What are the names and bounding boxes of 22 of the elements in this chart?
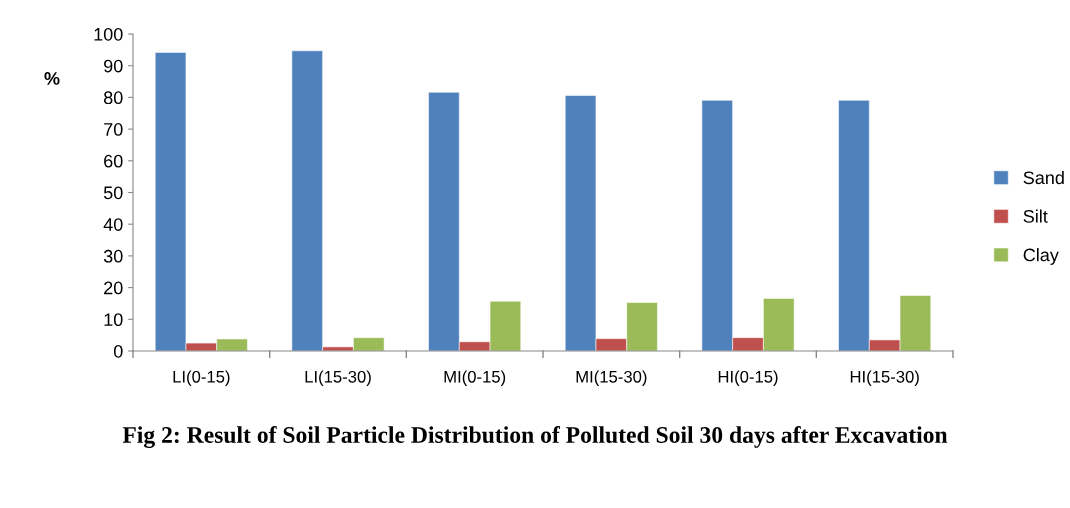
y-tick-label: 40 <box>103 218 123 231</box>
y-tick-label: 0 <box>113 344 123 358</box>
y-tick-label: 20 <box>104 281 123 295</box>
y-tick-label: 90 <box>104 59 123 73</box>
text: Fig 2: Result of Soil Particle Distribution of Polluted Soil 30 days after Excavation <box>122 426 948 448</box>
x-tick-label: HI(0-15) <box>718 370 778 386</box>
y-tick-label: 30 <box>103 249 123 263</box>
y-tick-label: 50 <box>103 186 123 200</box>
legend-label: Clay <box>1023 248 1059 265</box>
y-tick-label: 60 <box>104 154 123 168</box>
y-tick-label: 10 <box>104 313 123 327</box>
x-tick-label: HI(15-30) <box>850 370 919 386</box>
legend-label: Silt <box>1023 209 1048 223</box>
y-tick-label: 80 <box>103 91 123 105</box>
y-axis-title: % <box>44 72 60 85</box>
y-tick-label: 100 <box>94 27 123 41</box>
legend-label: Sand <box>1023 170 1064 185</box>
x-tick-label: MI(15-30) <box>576 370 647 386</box>
x-tick-label: LI(15-30) <box>305 370 371 386</box>
y-tick-label: 70 <box>104 123 123 136</box>
x-tick-label: MI(0-15) <box>444 370 506 386</box>
x-tick-label: LI(0-15) <box>173 370 230 386</box>
